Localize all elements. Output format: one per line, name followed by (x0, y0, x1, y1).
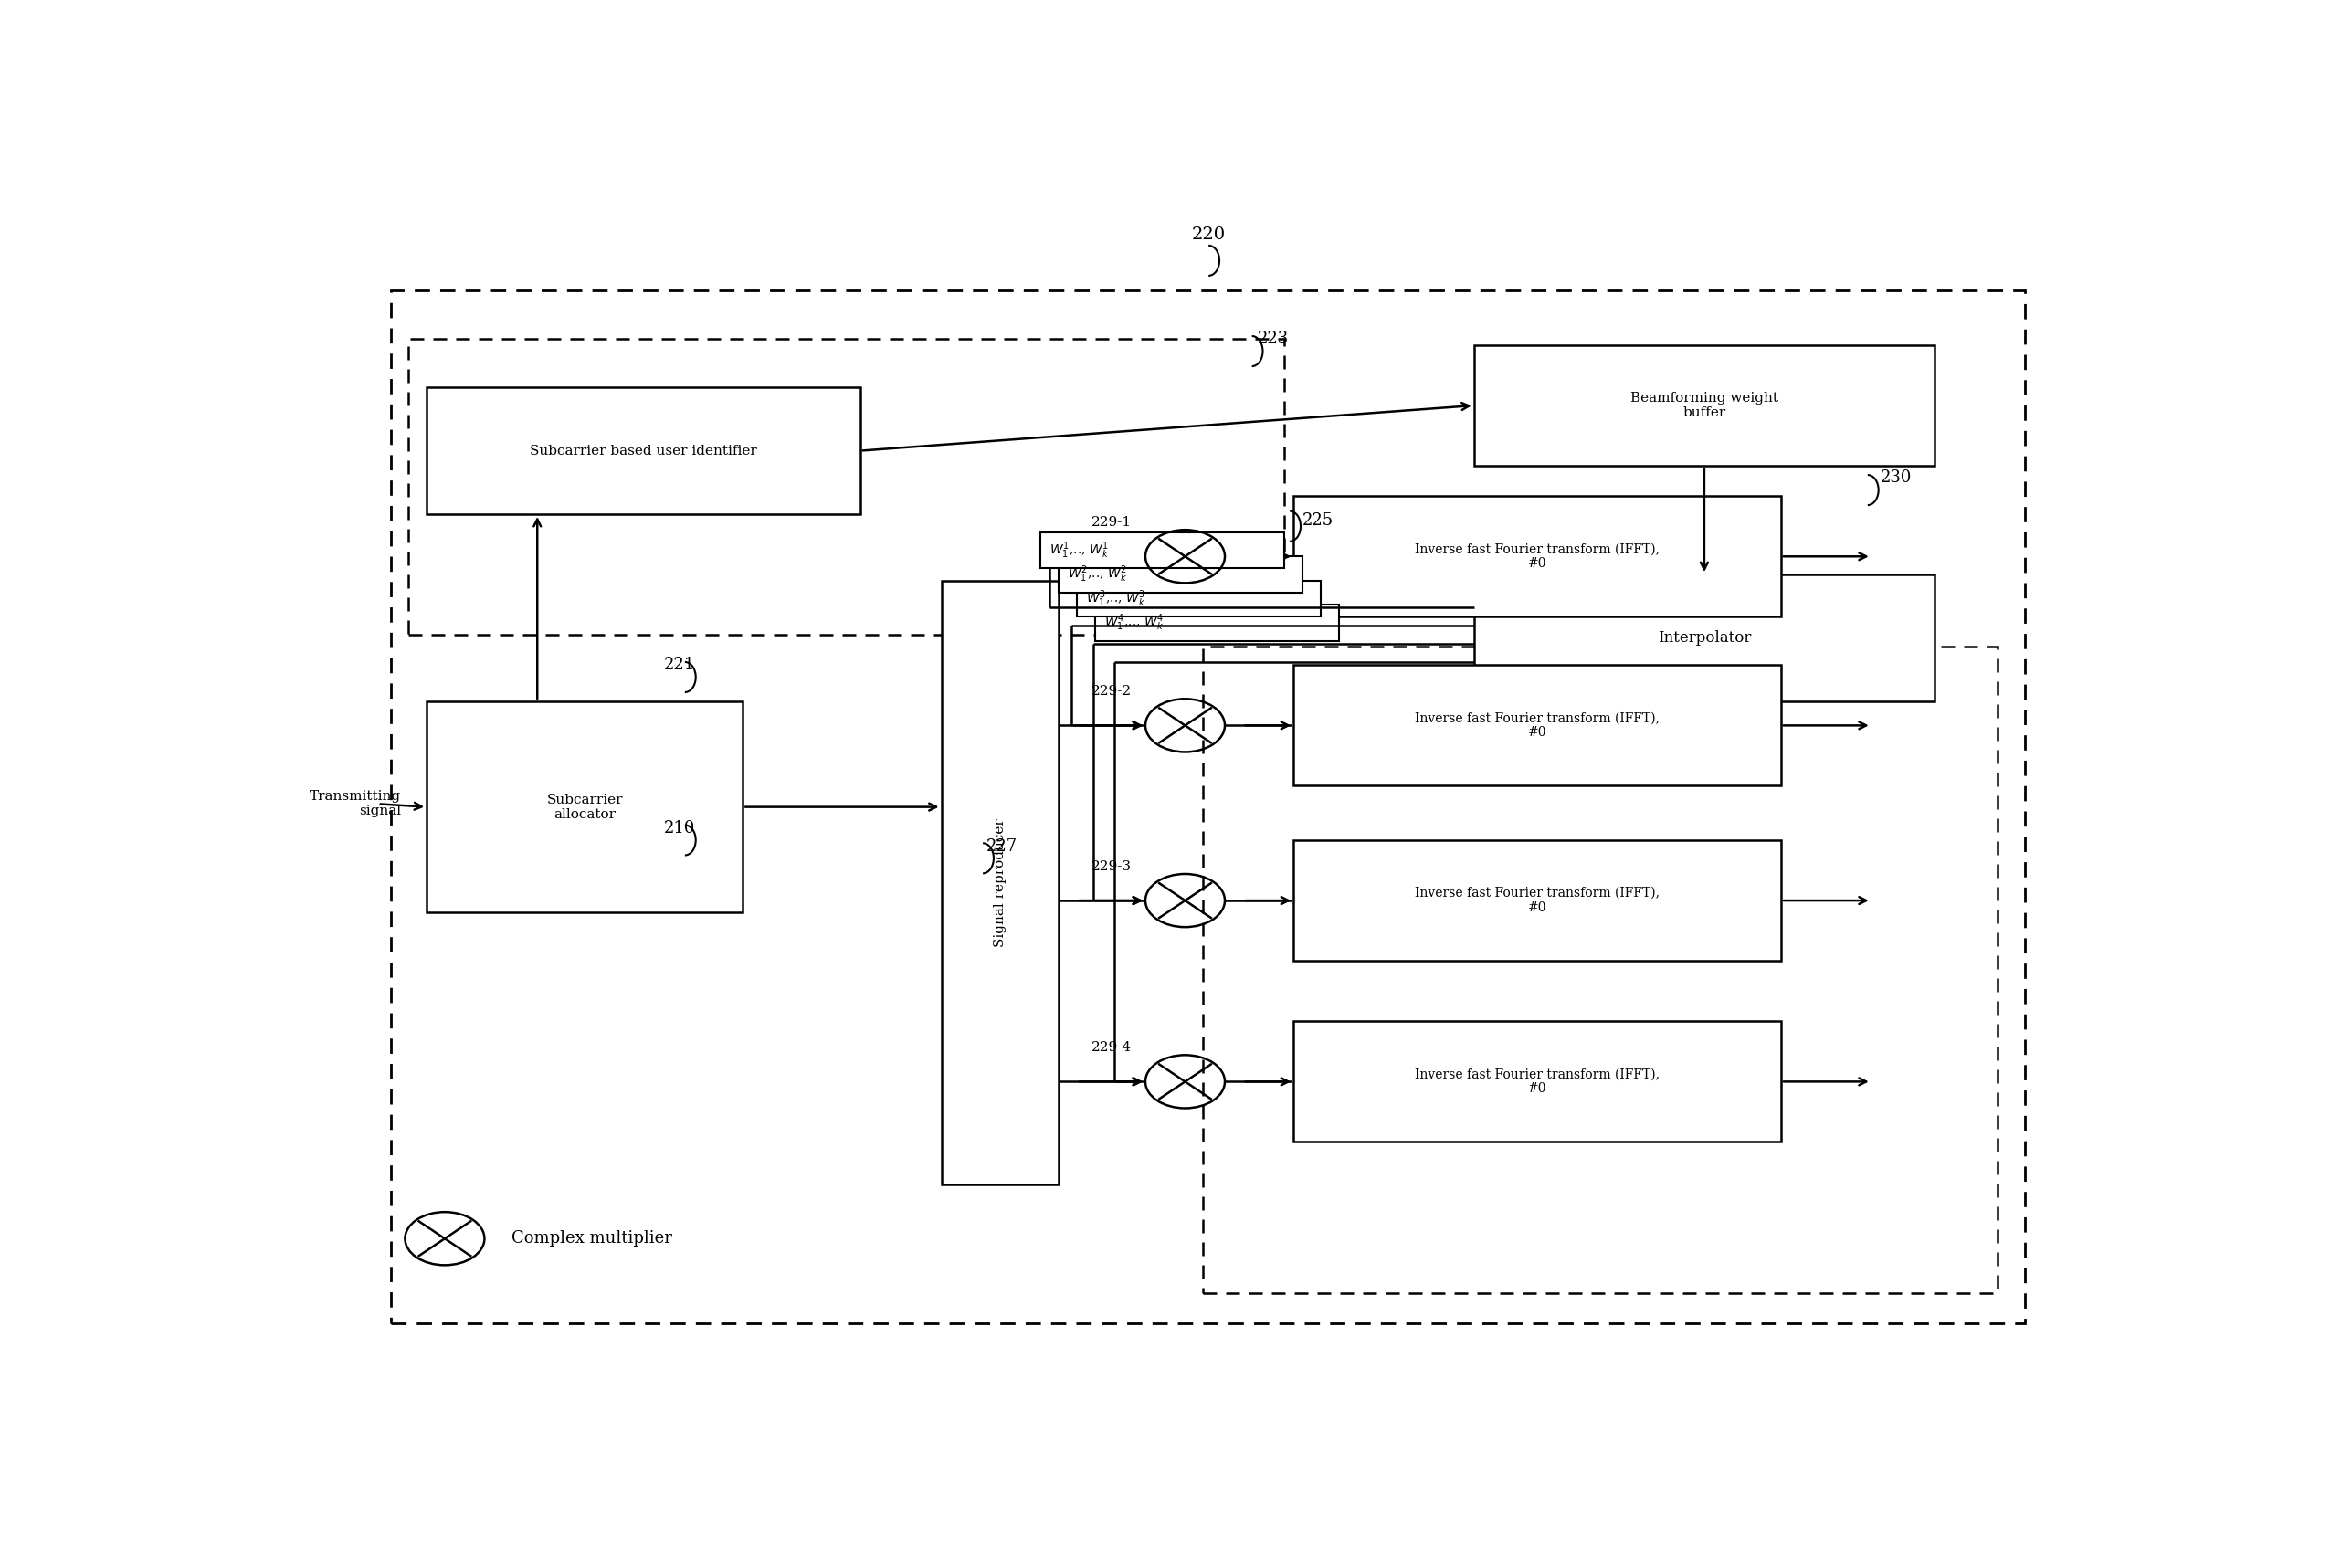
Text: Beamforming weight
buffer: Beamforming weight buffer (1631, 392, 1778, 419)
Text: $W_1^1$,.., $W_k^1$: $W_1^1$,.., $W_k^1$ (1048, 539, 1109, 561)
Bar (1293, 840, 1780, 961)
Text: 230: 230 (1880, 470, 1911, 486)
Text: Transmitting
signal: Transmitting signal (310, 790, 401, 817)
Bar (1042, 532, 1284, 569)
Bar (426, 701, 743, 913)
Text: $W_1^2$,.., $W_k^2$: $W_1^2$,.., $W_k^2$ (1067, 564, 1128, 585)
Bar (1202, 648, 1997, 1294)
Text: 223: 223 (1258, 331, 1288, 347)
Bar (941, 580, 1058, 1184)
Text: 229-2: 229-2 (1090, 685, 1132, 698)
Text: Signal reproducer: Signal reproducer (993, 818, 1007, 947)
Bar (426, 387, 860, 514)
Text: 220: 220 (1191, 226, 1226, 243)
Text: 229-1: 229-1 (1090, 516, 1132, 528)
Text: 229-3: 229-3 (1090, 859, 1132, 873)
Text: Subcarrier based user identifier: Subcarrier based user identifier (529, 444, 757, 458)
Text: Inverse fast Fourier transform (IFFT),
#0: Inverse fast Fourier transform (IFFT), #… (1414, 1068, 1659, 1096)
Text: 227: 227 (986, 837, 1018, 855)
Text: Inverse fast Fourier transform (IFFT),
#0: Inverse fast Fourier transform (IFFT), #… (1414, 712, 1659, 739)
Text: 210: 210 (664, 820, 694, 836)
Text: 221: 221 (664, 657, 694, 673)
Text: $W_1^4$,.., $W_k^4$: $W_1^4$,.., $W_k^4$ (1104, 613, 1163, 633)
Bar (1095, 605, 1340, 641)
Bar (1293, 495, 1780, 616)
Text: Subcarrier
allocator: Subcarrier allocator (548, 793, 622, 820)
Bar (1076, 580, 1321, 616)
Text: 229-4: 229-4 (1090, 1041, 1132, 1054)
Text: Inverse fast Fourier transform (IFFT),
#0: Inverse fast Fourier transform (IFFT), #… (1414, 887, 1659, 914)
Bar (1293, 665, 1780, 786)
Text: Interpolator: Interpolator (1657, 630, 1752, 646)
Bar (391, 290, 2025, 1323)
Bar (1293, 1021, 1780, 1142)
Text: $W_1^3$,.., $W_k^3$: $W_1^3$,.., $W_k^3$ (1086, 588, 1146, 608)
Text: Complex multiplier: Complex multiplier (513, 1231, 671, 1247)
Text: 225: 225 (1302, 513, 1333, 528)
Bar (1058, 557, 1302, 593)
Bar (408, 339, 1284, 635)
Bar (1475, 574, 1934, 701)
Bar (1475, 345, 1934, 466)
Text: Inverse fast Fourier transform (IFFT),
#0: Inverse fast Fourier transform (IFFT), #… (1414, 543, 1659, 571)
